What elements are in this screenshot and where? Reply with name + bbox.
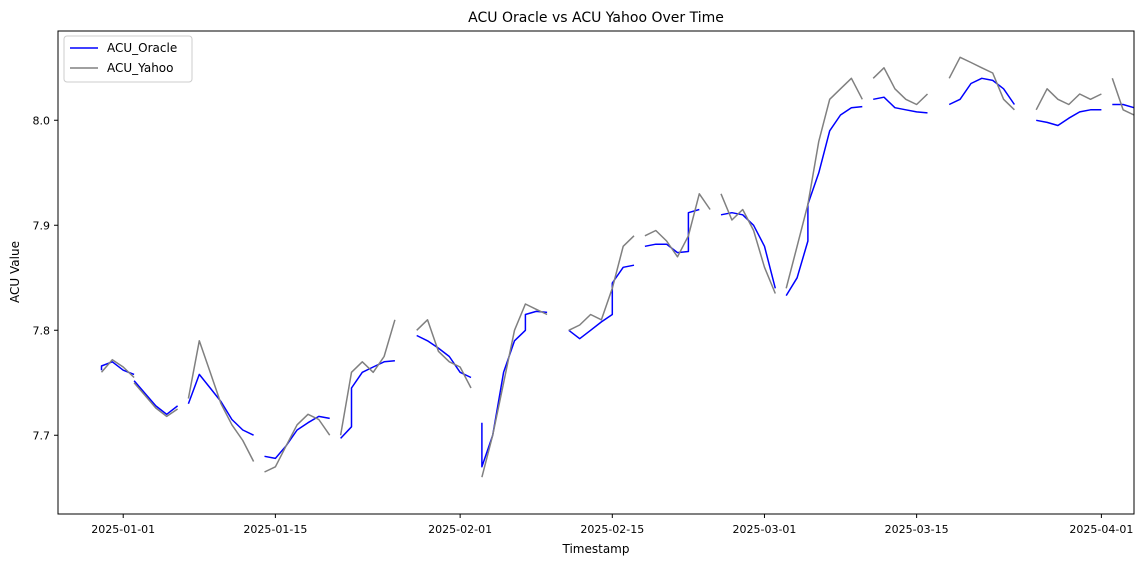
x-tick-label-5: 2025-03-15 — [885, 523, 949, 536]
y-axis-label: ACU Value — [8, 241, 22, 303]
legend: ACU_Oracle ACU_Yahoo — [63, 35, 193, 83]
series-line-ACU_Oracle-segment-4 — [340, 359, 395, 439]
series-line-ACU_Oracle-segment-10 — [785, 105, 863, 296]
series-line-ACU_Oracle-segment-5 — [416, 334, 472, 379]
chart-title: ACU Oracle vs ACU Yahoo Over Time — [468, 10, 724, 26]
series-line-ACU_Yahoo-segment-0 — [100, 358, 135, 379]
series-layer — [100, 56, 1135, 478]
x-tick-label-3: 2025-02-15 — [580, 523, 644, 536]
series-line-ACU_Oracle-segment-11 — [873, 96, 928, 114]
series-ACU_Oracle — [100, 77, 1135, 468]
plot-frame — [57, 30, 1135, 515]
y-tick-label-3: 8.0 — [33, 114, 51, 127]
y-tick-label-0: 7.7 — [33, 429, 51, 442]
series-line-ACU_Yahoo-segment-1 — [133, 382, 179, 418]
series-line-ACU_Yahoo-segment-7 — [568, 235, 635, 331]
series-line-ACU_Yahoo-segment-2 — [187, 340, 255, 462]
series-line-ACU_Oracle-segment-7 — [568, 264, 635, 340]
x-tick-label-2: 2025-02-01 — [428, 523, 492, 536]
y-axis: 7.7 7.8 7.9 8.0 — [33, 114, 58, 442]
series-line-ACU_Oracle-segment-14 — [1112, 103, 1135, 109]
x-tick-label-4: 2025-03-01 — [732, 523, 796, 536]
series-line-ACU_Yahoo-segment-10 — [785, 77, 863, 289]
series-line-ACU_Oracle-segment-12 — [948, 77, 1016, 106]
y-tick-label-2: 7.9 — [33, 219, 51, 232]
x-tick-label-0: 2025-01-01 — [91, 523, 155, 536]
legend-label-ACU_Oracle: ACU_Oracle — [107, 41, 177, 55]
series-line-ACU_Oracle-segment-6 — [481, 310, 548, 468]
series-line-ACU_Yahoo-segment-3 — [264, 413, 331, 473]
x-tick-label-6: 2025-04-01 — [1069, 523, 1133, 536]
x-axis-label: Timestamp — [562, 542, 630, 556]
series-line-ACU_Yahoo-segment-9 — [720, 193, 776, 294]
series-line-ACU_Yahoo-segment-14 — [1111, 78, 1135, 116]
series-line-ACU_Oracle-segment-1 — [133, 380, 179, 416]
x-axis: 2025-01-01 2025-01-15 2025-02-01 2025-02-15… — [91, 514, 1133, 536]
series-line-ACU_Yahoo-segment-5 — [416, 319, 472, 389]
series-line-ACU_Oracle-segment-3 — [264, 415, 330, 460]
series-ACU_Yahoo — [100, 56, 1135, 478]
series-line-ACU_Oracle-segment-8 — [644, 208, 700, 254]
series-line-ACU_Yahoo-segment-8 — [644, 193, 711, 258]
series-line-ACU_Yahoo-segment-12 — [948, 56, 1015, 111]
series-line-ACU_Oracle-segment-9 — [720, 211, 777, 289]
series-line-ACU_Oracle-segment-13 — [1036, 109, 1102, 127]
series-line-ACU_Yahoo-segment-4 — [339, 319, 396, 436]
series-line-ACU_Yahoo-segment-11 — [872, 67, 929, 106]
series-line-ACU_Oracle-segment-0 — [100, 361, 135, 376]
y-tick-label-1: 7.8 — [33, 324, 51, 337]
series-line-ACU_Yahoo-segment-6 — [481, 303, 548, 478]
legend-label-ACU_Yahoo: ACU_Yahoo — [107, 61, 173, 75]
x-tick-label-1: 2025-01-15 — [243, 523, 307, 536]
series-line-ACU_Yahoo-segment-13 — [1035, 88, 1102, 111]
